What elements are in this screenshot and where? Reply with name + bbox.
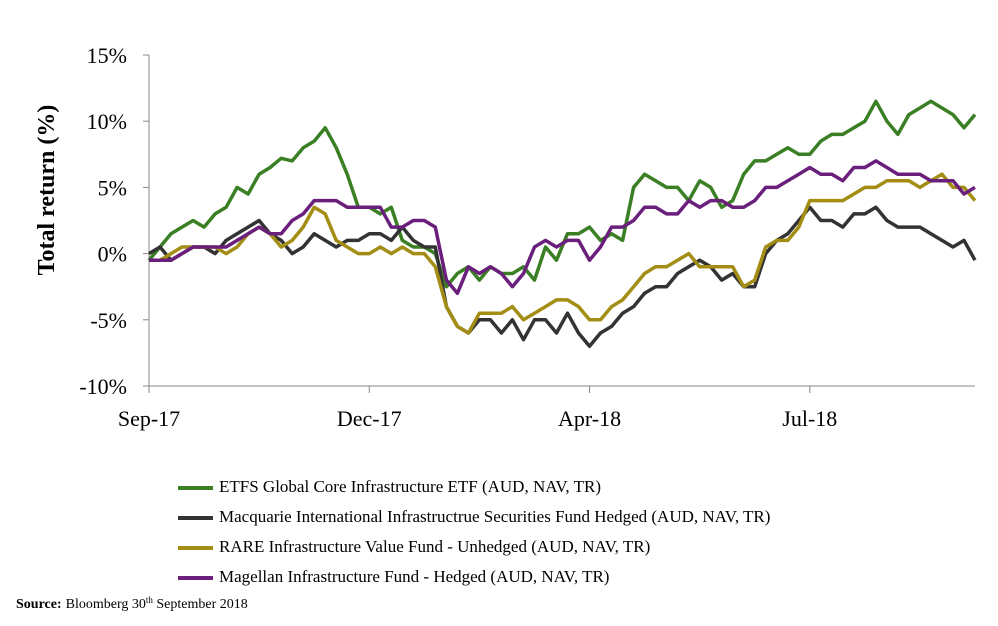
source: Source: Bloomberg 30th September 2018: [16, 595, 248, 612]
legend-label: ETFS Global Core Infrastructure ETF (AUD…: [219, 477, 601, 496]
y-tick-label: 15%: [87, 43, 127, 68]
x-tick-label: Jul-18: [782, 406, 837, 431]
source-text: Bloomberg 30: [66, 597, 146, 612]
source-label: Source:: [16, 597, 62, 612]
y-tick-label: 10%: [87, 109, 127, 134]
legend-label: Macquarie International Infrastructrue S…: [219, 507, 770, 526]
source-text: September 2018: [153, 597, 248, 612]
legend-label: Magellan Infrastructure Fund - Hedged (A…: [219, 567, 609, 586]
series-line: [149, 159, 976, 296]
y-tick-label: -5%: [90, 308, 127, 333]
series-line: [147, 99, 977, 289]
series-line: [149, 172, 977, 335]
series-line: [148, 205, 977, 349]
source-text: th: [146, 595, 154, 605]
x-tick-label: Apr-18: [558, 406, 621, 431]
x-tick-label: Sep-17: [118, 406, 180, 431]
legend-label: RARE Infrastructure Value Fund - Unhedge…: [219, 537, 650, 556]
x-tick-label: Dec-17: [337, 406, 402, 431]
y-tick-label: -10%: [79, 374, 127, 399]
y-tick-label: 0%: [98, 242, 127, 267]
y-tick-label: 5%: [98, 175, 127, 200]
y-axis-label: Total return (%): [34, 105, 60, 276]
